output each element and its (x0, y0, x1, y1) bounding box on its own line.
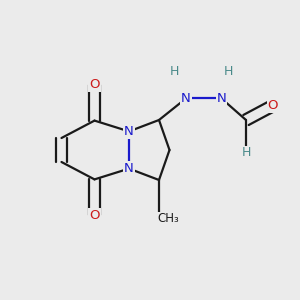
Text: O: O (89, 209, 100, 222)
Text: H: H (169, 65, 179, 78)
Text: CH₃: CH₃ (158, 212, 179, 226)
Text: H: H (241, 146, 251, 160)
Text: N: N (217, 92, 226, 105)
Text: O: O (268, 99, 278, 112)
Text: H: H (223, 65, 233, 78)
Text: O: O (89, 78, 100, 91)
Text: N: N (181, 92, 191, 105)
Text: N: N (124, 162, 134, 175)
Text: N: N (124, 125, 134, 138)
